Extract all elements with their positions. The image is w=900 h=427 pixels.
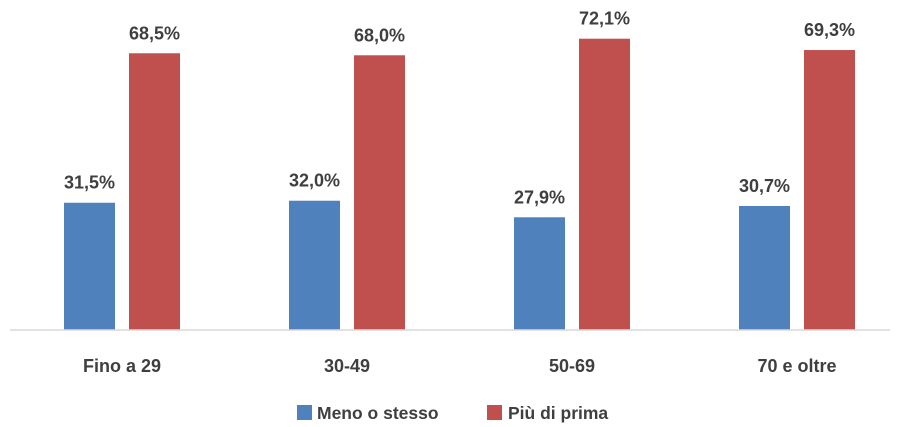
data-label: 30,7% xyxy=(739,176,790,196)
data-label: 31,5% xyxy=(64,173,115,193)
bar-piu-di-prima-3 xyxy=(579,38,630,330)
legend-swatch-meno-o-stesso xyxy=(297,405,312,420)
legend-swatch-piu-di-prima xyxy=(487,405,502,420)
data-label: 68,0% xyxy=(354,25,405,45)
bar-meno-o-stesso-1 xyxy=(64,202,115,330)
x-tick-label: 30-49 xyxy=(324,356,370,376)
data-label: 32,0% xyxy=(289,171,340,191)
x-tick-label: 50-69 xyxy=(549,356,595,376)
x-tick-label: 70 e oltre xyxy=(757,356,836,376)
x-tick-labels: Fino a 29 30-49 50-69 70 e oltre xyxy=(83,356,837,376)
legend-label: Più di prima xyxy=(508,403,608,423)
data-label: 27,9% xyxy=(514,187,565,207)
data-labels-layer: 31,5% 68,5% 32,0% 68,0% 27,9% 72,1% 30,7% 69,3% xyxy=(64,9,855,208)
data-label: 72,1% xyxy=(579,9,630,29)
bar-meno-o-stesso-4 xyxy=(739,205,790,330)
bar-meno-o-stesso-2 xyxy=(289,200,340,330)
bar-piu-di-prima-2 xyxy=(354,55,405,330)
bars-layer xyxy=(64,38,855,330)
data-label: 68,5% xyxy=(129,23,180,43)
legend-label: Meno o stesso xyxy=(317,403,439,423)
data-label: 69,3% xyxy=(804,20,855,40)
bar-piu-di-prima-4 xyxy=(804,50,855,330)
x-tick-label: Fino a 29 xyxy=(83,356,161,376)
bar-meno-o-stesso-3 xyxy=(514,217,565,330)
legend: Meno o stesso Più di prima xyxy=(297,403,608,423)
bar-piu-di-prima-1 xyxy=(129,53,180,330)
